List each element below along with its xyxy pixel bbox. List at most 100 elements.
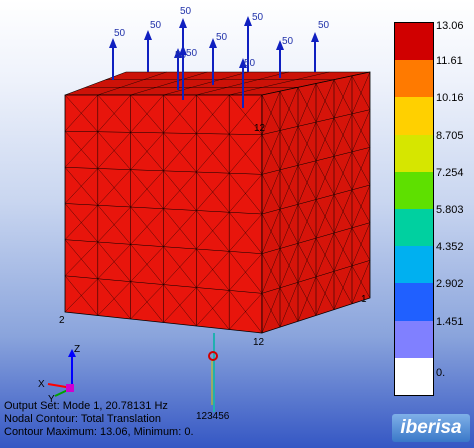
legend-level-label: 4.352 — [436, 241, 464, 254]
mesh-line — [279, 204, 299, 249]
mesh-line — [64, 203, 98, 243]
axis-triad: Z X Y — [38, 344, 80, 405]
mesh-line — [333, 265, 353, 310]
mesh-line — [97, 94, 131, 133]
mesh-line — [64, 94, 98, 132]
load-value-label: 50 — [318, 20, 330, 31]
mesh-line — [64, 278, 98, 313]
mesh-line — [163, 94, 197, 134]
mesh-line — [315, 156, 335, 200]
mesh-line — [351, 222, 371, 266]
legend-swatch — [395, 134, 433, 172]
mesh-line — [163, 208, 197, 250]
mesh-line — [279, 243, 299, 288]
mesh-line — [130, 246, 164, 282]
mesh-line — [196, 210, 230, 252]
mesh-line — [196, 133, 230, 174]
mesh-line — [97, 206, 131, 243]
mesh-line — [196, 290, 230, 327]
mesh-line — [97, 169, 131, 206]
mesh-line — [351, 184, 371, 228]
load-value-label: 50 — [180, 6, 192, 17]
mesh-line — [163, 71, 249, 96]
mesh-line — [229, 133, 263, 175]
output-info: Output Set: Mode 1, 20.78131 Hz Nodal Co… — [4, 400, 194, 439]
mesh-line — [351, 71, 371, 114]
mesh-line — [229, 253, 263, 291]
mesh-line — [261, 248, 281, 294]
mesh-line — [261, 130, 281, 175]
mesh-line — [315, 117, 335, 161]
mesh-line — [97, 131, 131, 170]
mesh-line — [130, 94, 164, 134]
legend-swatch — [395, 246, 433, 284]
mesh-line — [97, 205, 131, 245]
mesh-line — [64, 168, 98, 204]
legend-swatch — [395, 283, 433, 321]
mesh-line — [297, 276, 317, 322]
node-label-bottom: 12 — [253, 337, 265, 348]
mesh-line — [229, 293, 263, 330]
mesh-line — [64, 205, 98, 240]
legend-level-label: 8.705 — [436, 129, 464, 142]
mesh-line — [351, 109, 371, 152]
mesh-line — [163, 171, 197, 209]
load-arrow-head — [109, 38, 117, 48]
legend-level-label: 5.803 — [436, 204, 464, 216]
mesh-line — [130, 284, 164, 320]
mesh-line — [333, 75, 353, 119]
mesh-line — [97, 281, 131, 316]
brand-logo: iberisa — [392, 414, 470, 442]
load-arrow-head — [179, 18, 187, 28]
mesh-line — [130, 244, 164, 285]
mesh-line — [64, 167, 98, 206]
mesh-line — [196, 94, 230, 135]
load-arrow-head — [311, 32, 319, 42]
mesh-line — [229, 134, 263, 174]
load-arrow-head — [209, 38, 217, 48]
mesh-line — [196, 173, 230, 211]
mesh-line — [97, 241, 131, 282]
mesh-line — [229, 213, 263, 252]
mesh-line — [229, 71, 330, 96]
load-arrow-head — [276, 40, 284, 50]
legend-level-label: 7.254 — [436, 166, 464, 179]
mesh-line — [229, 94, 263, 135]
mesh-line — [279, 126, 299, 170]
mesh-line — [351, 260, 371, 304]
load-value-label: 50 — [282, 36, 294, 47]
mesh-line — [315, 79, 335, 123]
mesh-line — [297, 160, 317, 205]
info-output-set: Output Set: Mode 1, 20.78131 Hz — [4, 400, 168, 412]
constraint-marker — [208, 333, 218, 412]
axis-x-label: X — [38, 379, 45, 390]
mesh-line — [97, 71, 167, 96]
mesh-line — [130, 94, 164, 133]
legend-level-label: 1.451 — [436, 315, 464, 328]
mesh-line — [279, 282, 299, 328]
mesh-line — [163, 287, 197, 323]
load-value-label: 50 — [244, 58, 256, 69]
mesh-line — [229, 212, 263, 254]
mesh-line — [229, 251, 263, 294]
mesh-line — [64, 241, 98, 276]
legend-level-label: 11.61 — [436, 55, 463, 68]
mesh-line — [64, 275, 98, 316]
legend-level-label: 13.06 — [436, 20, 464, 32]
load-arrow-head — [144, 30, 152, 40]
mesh-line — [229, 94, 263, 135]
mesh-line — [97, 244, 131, 279]
mesh-line — [163, 284, 197, 327]
load-value-label: 50 — [186, 48, 198, 59]
mesh-line — [163, 170, 197, 211]
mesh-line — [315, 232, 335, 277]
mesh-line — [130, 132, 164, 170]
load-value-label: 50 — [175, 50, 187, 61]
mesh-line — [196, 133, 230, 173]
mesh-line — [196, 251, 230, 288]
legend-level-label: 2.902 — [436, 278, 464, 291]
legend-swatch — [395, 209, 433, 247]
